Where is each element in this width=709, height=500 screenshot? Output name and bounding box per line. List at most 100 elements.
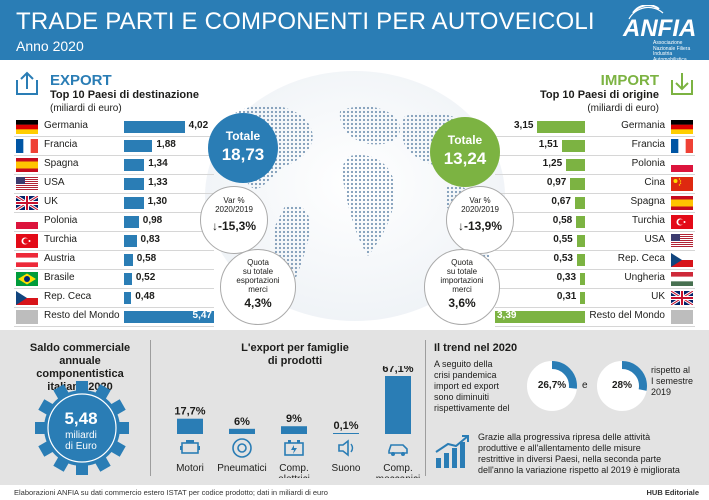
value-label: 1,51	[538, 139, 559, 150]
flag-us-icon	[16, 177, 38, 191]
export-quota-label-1: Quota	[247, 258, 269, 267]
import-var-label-2: 2020/2019	[461, 205, 499, 214]
export-quota-label-3: esportazioni	[236, 276, 280, 285]
import-quota-label-2: su totale	[446, 267, 478, 276]
value-bar	[580, 292, 585, 304]
trend-text-line-5: rispettivamente del	[434, 403, 510, 413]
row-separator	[14, 231, 214, 232]
country-name: UK	[44, 196, 58, 207]
family-bar-1	[229, 428, 255, 434]
export-drop-donut	[597, 361, 647, 411]
logo-wordmark: ANFIA	[623, 15, 697, 42]
flag-fr-icon	[16, 139, 38, 153]
row-separator	[14, 136, 214, 137]
row-separator	[495, 269, 695, 270]
export-quota-circle: Quota su totale esportazioni merci 4,3%	[220, 249, 296, 325]
row-separator	[495, 212, 695, 213]
trend-text-line-3: import ed export	[434, 381, 500, 391]
value-label: 0,58	[136, 253, 157, 264]
family-value-label: 67,1%	[382, 366, 413, 375]
row-separator	[14, 269, 214, 270]
export-quota-label-4: merci	[248, 285, 268, 294]
country-name: Austria	[44, 253, 76, 264]
value-label: 0,33	[556, 272, 577, 283]
import-total-value: 13,24	[443, 149, 487, 168]
trend-reference-line-3: 2019	[651, 387, 672, 397]
import-row-spagna: Spagna 0,67	[495, 193, 695, 213]
import-drop-value: 26,7%	[537, 380, 567, 391]
row-separator	[495, 307, 695, 308]
row-separator	[495, 288, 695, 289]
import-row-uk: UK 0,31	[495, 288, 695, 308]
row-separator	[495, 155, 695, 156]
saldo-unit: miliardi di Euro	[41, 430, 121, 452]
credit: HUB Editoriale	[646, 488, 699, 497]
value-label: 0,67	[551, 196, 571, 207]
growth-text-line-3: restrittive in diversi Paesi, nella seco…	[478, 454, 662, 464]
flag-hu-icon	[671, 272, 693, 286]
down-arrow-icon: ↓	[211, 219, 218, 233]
country-name: Resto del Mondo	[44, 310, 120, 321]
speaker-icon	[338, 439, 354, 457]
row-separator	[495, 174, 695, 175]
family-category-label: Comp.	[279, 463, 308, 474]
import-row-cina: Cina 0,97	[495, 174, 695, 194]
export-row-francia: Francia 1,88	[14, 136, 214, 156]
value-label: 4,02	[188, 120, 209, 131]
value-bar	[124, 292, 132, 304]
import-row-polonia: Polonia 1,25	[495, 155, 695, 175]
growth-text-line-4: dell'anno la variazione rispetto al 2019…	[478, 465, 680, 475]
export-row-resto-del-mondo: Resto del Mondo 5,47	[14, 307, 214, 327]
family-category-label: Motori	[176, 463, 204, 474]
value-bar	[562, 140, 585, 152]
header-band: TRADE PARTI E COMPONENTI PER AUTOVEICOLI…	[0, 0, 709, 62]
export-row-brasile: Brasile 0,52	[14, 269, 214, 289]
export-row-austria: Austria 0,58	[14, 250, 214, 270]
row-separator	[495, 136, 695, 137]
value-label: 1,88	[156, 139, 176, 150]
import-total-circle: Totale 13,24	[430, 117, 500, 187]
export-row-rep-ceca: Rep. Ceca 0,48	[14, 288, 214, 308]
flag-cn-icon	[671, 177, 693, 191]
export-row-germania: Germania 4,02	[14, 117, 214, 137]
value-label: 1,34	[148, 158, 168, 169]
import-icon	[671, 73, 693, 95]
export-row-polonia: Polonia 0,98	[14, 212, 214, 232]
export-row-turchia: Turchia 0,83	[14, 231, 214, 251]
country-name: Spagna	[630, 196, 665, 207]
value-label: 3,15	[513, 120, 534, 131]
import-subheading: Top 10 Paesi di origine	[540, 89, 659, 101]
country-name: Rep. Ceca	[44, 291, 92, 302]
country-name: Cina	[644, 177, 665, 188]
value-bar	[124, 121, 185, 133]
flag-cz-icon	[671, 253, 693, 267]
country-name: Germania	[44, 120, 88, 131]
page-subtitle: Anno 2020	[16, 38, 84, 54]
value-bar	[124, 311, 214, 323]
export-subheading: Top 10 Paesi di destinazione	[50, 89, 199, 101]
rest-of-world-swatch	[671, 310, 693, 324]
export-var-label-1: Var %	[223, 196, 245, 205]
import-row-rep-ceca: Rep. Ceca 0,53	[495, 250, 695, 270]
row-separator	[14, 193, 214, 194]
saldo-unit-line-2: di Euro	[65, 441, 97, 452]
import-unit: (miliardi di euro)	[587, 103, 659, 114]
growth-text-line-2: produttive e all'allentamento delle misu…	[478, 443, 641, 453]
export-row-usa: USA 1,33	[14, 174, 214, 194]
page-title: TRADE PARTI E COMPONENTI PER AUTOVEICOLI	[16, 8, 595, 35]
import-heading: IMPORT	[600, 72, 659, 89]
country-name: Polonia	[631, 158, 665, 169]
flag-pl-icon	[671, 158, 693, 172]
value-bar	[124, 216, 139, 228]
value-label: 1,30	[147, 196, 168, 207]
import-quota-label-1: Quota	[451, 258, 473, 267]
flag-cz-icon	[16, 291, 38, 305]
trend-text-line-1: A seguito della	[434, 359, 493, 369]
import-var-label-1: Var %	[469, 196, 491, 205]
import-row-usa: USA 0,55	[495, 231, 695, 251]
anfia-logo: ANFIA Associazione Nazionale Filiera Ind…	[619, 5, 699, 62]
row-separator	[14, 212, 214, 213]
value-label: 3,39	[497, 310, 517, 321]
family-bar-0	[177, 418, 203, 434]
flag-de-icon	[671, 120, 693, 134]
